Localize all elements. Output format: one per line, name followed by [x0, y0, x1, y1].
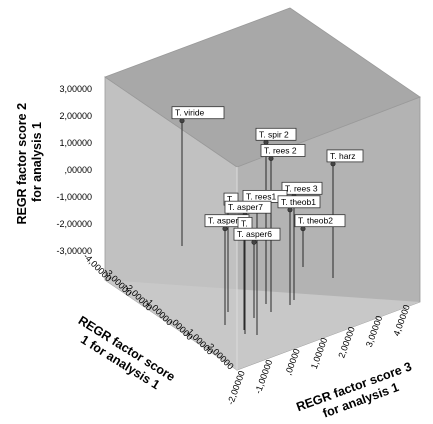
y-tick-label: -3,00000 — [56, 246, 92, 256]
top-face — [104, 7, 421, 168]
point-label-text: T. — [227, 194, 234, 204]
z-tick-label: -1,00000 — [253, 358, 275, 395]
point-marker — [179, 118, 185, 124]
floor — [105, 280, 420, 370]
point-marker — [222, 226, 228, 232]
point-label-text: T. asper1 — [208, 216, 243, 226]
y-tick-label: ,00000 — [64, 165, 92, 175]
y-axis-title-line-1: REGR factor score 2 — [15, 103, 29, 225]
y-tick-label: 3,00000 — [59, 84, 92, 94]
point-label: T. rees 2 — [260, 144, 306, 157]
point-marker — [263, 139, 269, 145]
point-label-text: T. viride — [175, 108, 205, 118]
point-marker — [330, 161, 336, 167]
point-label: T. asper6 — [233, 227, 281, 241]
y-axis-ticks: 3,00000 2,00000 1,00000 ,00000 -1,00000 -2,00… — [56, 84, 92, 256]
z-tick-label: -2,00000 — [225, 369, 247, 406]
point-label: T. viride — [171, 106, 225, 120]
point-label-text: T. rees 3 — [285, 183, 318, 193]
point-label-text: T. theob2 — [298, 216, 333, 226]
point-label: T. harz — [326, 149, 364, 163]
point-label-text: T. asper7 — [228, 202, 263, 212]
y-tick-label: -2,00000 — [56, 219, 92, 229]
point-marker — [287, 207, 293, 213]
point-label-text: T. spir 2 — [259, 129, 289, 139]
point-marker — [268, 156, 274, 162]
point-label: T. theob2 — [294, 214, 346, 228]
point-label-text: T. rees1 — [246, 191, 277, 201]
y-tick-label: -1,00000 — [56, 192, 92, 202]
y-tick-label: 2,00000 — [59, 111, 92, 121]
point-label-text: T. — [241, 218, 248, 228]
point-label-text: T. asper6 — [237, 229, 272, 239]
point-label: T. — [237, 216, 253, 230]
y-tick-label: 1,00000 — [59, 138, 92, 148]
point-marker — [300, 226, 306, 232]
x-axis-title: REGR factor score 1 for analysis 1 — [68, 313, 181, 398]
point-label: T. asper7 — [224, 200, 272, 214]
point-label-text: T. theob1 — [281, 197, 316, 207]
data-points: T. viride T. spir 2 T. rees 2 T. harz T. ree… — [171, 106, 364, 245]
point-label: T. spir 2 — [255, 127, 297, 141]
y-axis-title-line-2: for analysis 1 — [30, 122, 44, 202]
point-label: T. theob1 — [277, 195, 321, 209]
point-marker — [251, 239, 257, 245]
point-label-text: T. harz — [330, 151, 356, 161]
y-axis-title: REGR factor score 2 for analysis 1 — [15, 99, 44, 224]
point-label: T. rees 3 — [281, 181, 323, 195]
point-label-text: T. rees 2 — [264, 146, 297, 156]
